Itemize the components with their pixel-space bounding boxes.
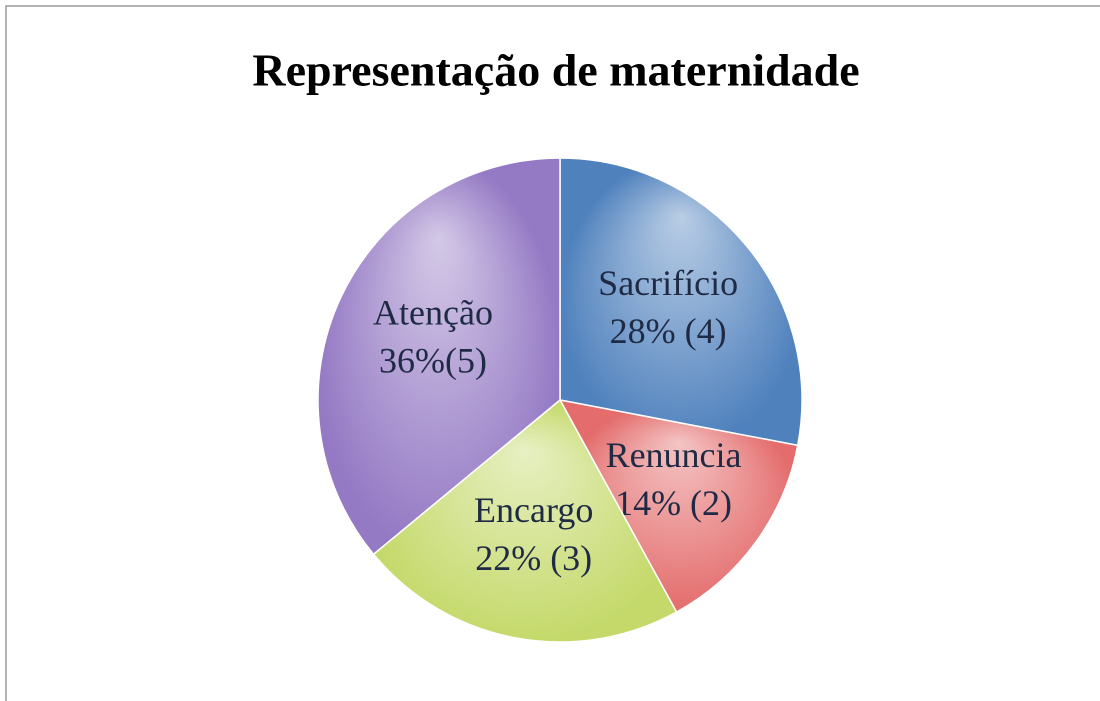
slice-value-label: 14% (2) <box>615 483 732 523</box>
slice-label: Atenção <box>373 293 493 333</box>
slice-value-label: 28% (4) <box>610 311 727 351</box>
pie-slice <box>372 398 678 643</box>
slice-value-label: 22% (3) <box>475 538 592 578</box>
chart-title: Representação de maternidade <box>252 45 859 96</box>
chart-frame <box>5 5 1100 701</box>
slice-label: Sacrifício <box>598 263 738 303</box>
slice-value-label: 36%(5) <box>379 341 487 381</box>
slice-label: Renuncia <box>606 435 742 475</box>
pie-slice <box>558 398 799 614</box>
pie-slice <box>317 157 561 556</box>
slice-label: Encargo <box>474 490 593 530</box>
pie-slice <box>559 157 803 447</box>
